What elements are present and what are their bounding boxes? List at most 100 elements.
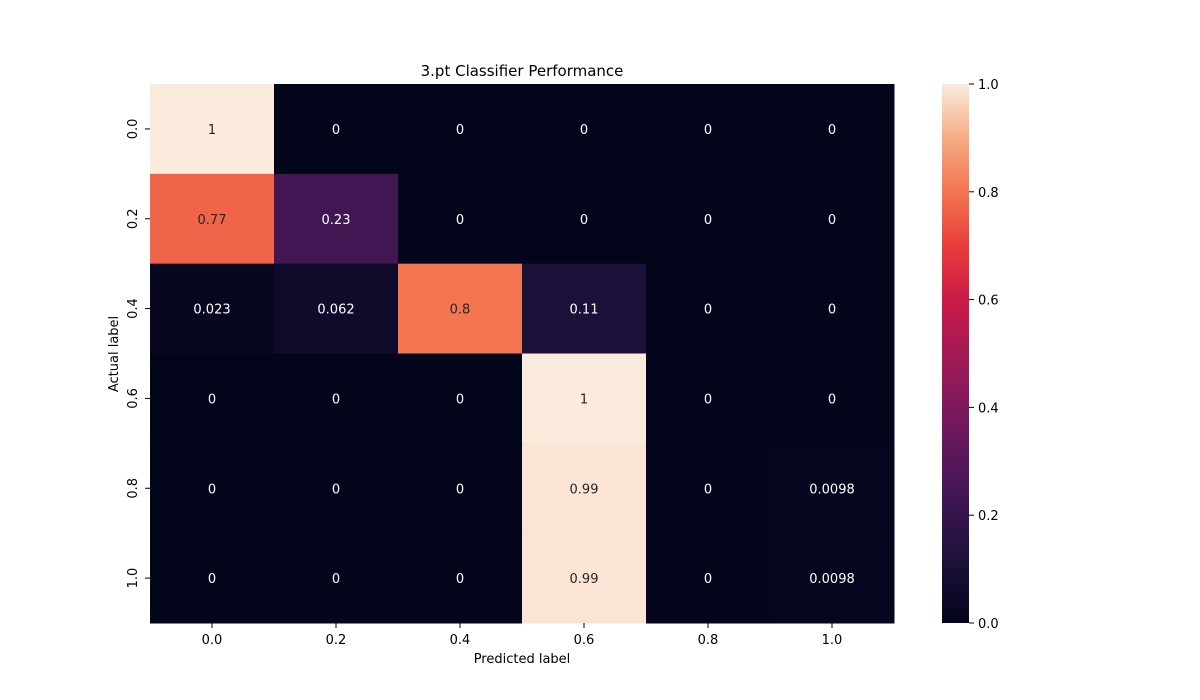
x-tick-label: 0.0 [202, 633, 223, 648]
heatmap-cell [274, 443, 399, 534]
colorbar-tick-label: 0.8 [978, 186, 999, 201]
heatmap-cell [770, 353, 895, 444]
heatmap-cell [274, 263, 399, 354]
heatmap-cell [646, 263, 771, 354]
cell-annotation: 0 [332, 572, 340, 587]
colorbar-tick-label: 0.6 [978, 294, 999, 309]
x-tick-label: 1.0 [822, 633, 843, 648]
cell-annotation: 0 [704, 303, 712, 318]
heatmap-cell [398, 173, 523, 265]
heatmap-cell [522, 84, 647, 175]
heatmap-cell [398, 353, 523, 444]
cell-annotation: 0 [580, 123, 588, 138]
cell-annotation: 0 [828, 303, 836, 318]
heatmap-cell [150, 533, 275, 624]
cell-annotation: 0 [332, 392, 340, 407]
x-axis: 0.0 0.2 0.4 0.6 0.8 1.0 [202, 623, 843, 648]
y-tick-label: 0.6 [126, 388, 141, 409]
y-tick-label: 0.2 [126, 208, 141, 229]
heatmap-cell [770, 443, 895, 534]
cell-annotation: 1 [580, 392, 588, 407]
colorbar-tick-label: 1.0 [978, 78, 999, 93]
cell-annotation: 0 [704, 482, 712, 497]
cell-annotation: 0.99 [570, 572, 599, 587]
x-tick-label: 0.4 [450, 633, 471, 648]
cell-annotation: 0 [456, 572, 464, 587]
heatmap-cell [274, 353, 399, 444]
heatmap-cell [150, 353, 275, 444]
colorbar-gradient [942, 84, 969, 623]
heatmap-cell [150, 84, 275, 175]
cell-annotation: 0.023 [193, 303, 230, 318]
cell-annotation: 0.99 [570, 482, 599, 497]
x-tick-label: 0.8 [698, 633, 719, 648]
colorbar-tick-label: 0.4 [978, 401, 999, 416]
cell-annotation: 0 [332, 123, 340, 138]
y-tick-label: 0.8 [126, 478, 141, 499]
y-tick-label: 0.0 [126, 119, 141, 140]
colorbar: 0.0 0.2 0.4 0.6 0.8 1.0 [942, 78, 999, 632]
colorbar-tick-label: 0.0 [978, 617, 999, 632]
heatmap-cell [522, 173, 647, 265]
cell-annotation: 0.23 [322, 213, 351, 228]
cell-annotation: 0 [208, 482, 216, 497]
colorbar-tick-label: 0.2 [978, 509, 999, 524]
cell-annotation: 0 [208, 572, 216, 587]
cell-annotation: 0.0098 [809, 482, 855, 497]
heatmap-cells [150, 84, 895, 624]
heatmap-cell [398, 443, 523, 534]
heatmap-cell [522, 443, 647, 534]
cell-annotation: 0 [704, 213, 712, 228]
heatmap-cell [770, 84, 895, 175]
cell-annotation: 0.062 [317, 303, 354, 318]
cell-annotation: 0 [456, 213, 464, 228]
heatmap-cell [522, 533, 647, 624]
y-axis: 0.0 0.2 0.4 0.6 0.8 1.0 [126, 119, 150, 589]
cell-annotation: 0 [332, 482, 340, 497]
heatmap-cell [770, 263, 895, 354]
cell-annotation: 0 [580, 213, 588, 228]
cell-annotation: 0 [828, 123, 836, 138]
cell-annotation: 0 [456, 482, 464, 497]
heatmap-cell [150, 263, 275, 354]
cell-annotation: 0 [208, 392, 216, 407]
heatmap-cell [770, 173, 895, 265]
heatmap-cell [646, 173, 771, 265]
cell-annotation: 0.0098 [809, 572, 855, 587]
cell-annotation: 0 [828, 392, 836, 407]
heatmap-cell [522, 353, 647, 444]
heatmap-cell [150, 443, 275, 534]
cell-annotation: 0 [456, 392, 464, 407]
heatmap-cell [274, 84, 399, 175]
heatmap-cell [398, 533, 523, 624]
y-axis-label: Actual label [107, 316, 122, 392]
heatmap-cell [150, 173, 275, 265]
heatmap-cell [274, 173, 399, 265]
heatmap-cell [398, 84, 523, 175]
x-tick-label: 0.2 [326, 633, 347, 648]
colorbar-ticks: 0.0 0.2 0.4 0.6 0.8 1.0 [969, 78, 999, 632]
x-axis-label: Predicted label [474, 652, 571, 667]
cell-annotation: 0.11 [570, 303, 599, 318]
cell-annotation: 0.8 [450, 303, 471, 318]
cell-annotation: 1 [208, 123, 216, 138]
chart-title: 3.pt Classifier Performance [421, 62, 624, 80]
cell-annotation: 0 [456, 123, 464, 138]
cell-annotation: 0 [828, 213, 836, 228]
heatmap-cell [646, 84, 771, 175]
heatmap-cell [274, 533, 399, 624]
heatmap-cell [646, 443, 771, 534]
heatmap-cell [522, 263, 647, 354]
heatmap-cell [398, 263, 523, 354]
cell-annotation: 0 [704, 123, 712, 138]
cell-annotation: 0.77 [198, 213, 227, 228]
heatmap-cell [646, 353, 771, 444]
heatmap-cell [646, 533, 771, 624]
heatmap-cell [770, 533, 895, 624]
y-tick-label: 1.0 [126, 568, 141, 589]
cell-annotations: 1 0 0 0 0 0 0.77 0.23 0 0 0 0 0.023 0.062 0.8 0.11 0 0 0 0 0… [193, 123, 854, 587]
x-tick-label: 0.6 [574, 633, 595, 648]
y-tick-label: 0.4 [126, 298, 141, 319]
cell-annotation: 0 [704, 392, 712, 407]
